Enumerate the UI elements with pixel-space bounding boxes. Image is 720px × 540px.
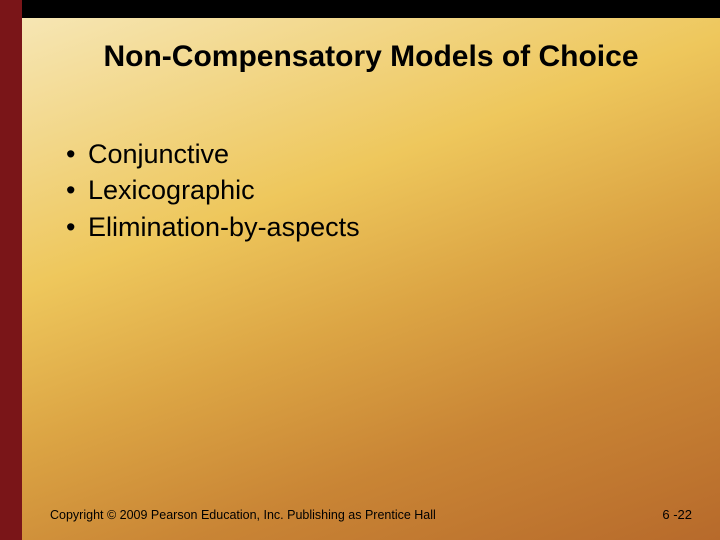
- bullet-text: Conjunctive: [88, 136, 229, 172]
- slide-title: Non-Compensatory Models of Choice: [22, 40, 720, 74]
- bullet-item: • Conjunctive: [66, 136, 360, 172]
- bullet-dot-icon: •: [66, 209, 88, 245]
- slide: Non-Compensatory Models of Choice • Conj…: [0, 0, 720, 540]
- bullet-dot-icon: •: [66, 172, 88, 208]
- content-area: Non-Compensatory Models of Choice • Conj…: [22, 18, 720, 540]
- side-bar: [0, 0, 22, 540]
- bullet-text: Lexicographic: [88, 172, 255, 208]
- footer-copyright: Copyright © 2009 Pearson Education, Inc.…: [50, 508, 436, 522]
- bullet-dot-icon: •: [66, 136, 88, 172]
- bullet-item: • Elimination-by-aspects: [66, 209, 360, 245]
- bullet-list: • Conjunctive • Lexicographic • Eliminat…: [66, 136, 360, 245]
- bullet-item: • Lexicographic: [66, 172, 360, 208]
- top-bar: [0, 0, 720, 18]
- footer-page-number: 6 -22: [662, 507, 692, 522]
- bullet-text: Elimination-by-aspects: [88, 209, 360, 245]
